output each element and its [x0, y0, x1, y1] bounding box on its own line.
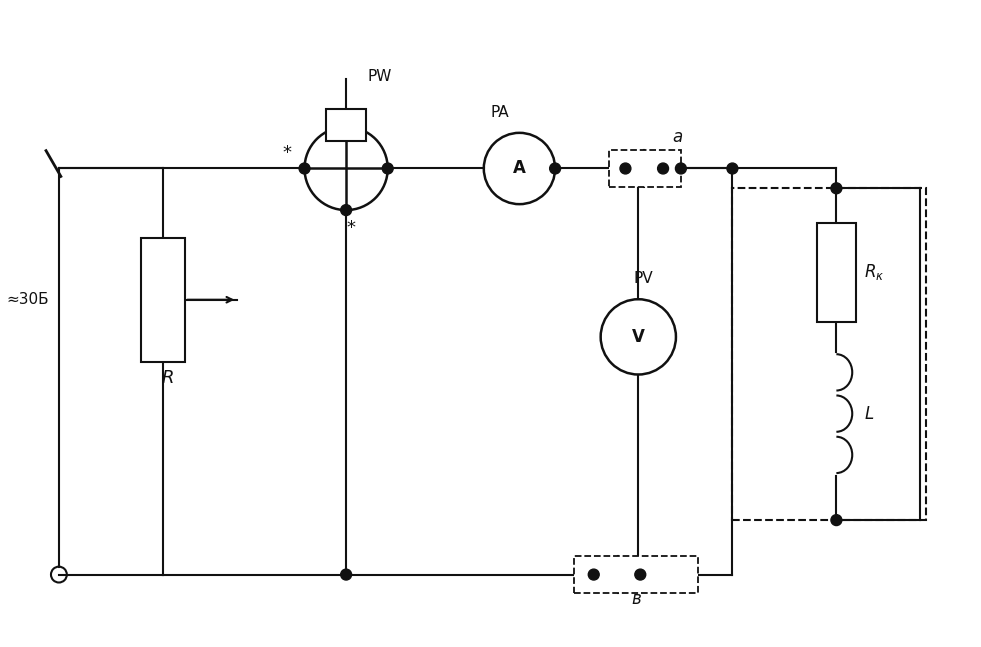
Circle shape — [635, 569, 645, 580]
Text: V: V — [632, 328, 645, 346]
Text: R: R — [162, 369, 174, 388]
Text: PW: PW — [368, 69, 392, 84]
Circle shape — [589, 569, 599, 580]
Text: ≈30Б: ≈30Б — [6, 292, 49, 307]
Circle shape — [727, 163, 738, 174]
Text: *: * — [346, 219, 355, 237]
Circle shape — [299, 163, 310, 174]
Text: *: * — [283, 144, 291, 162]
Text: PV: PV — [634, 271, 653, 287]
Text: A: A — [513, 160, 526, 177]
Bar — [733, 188, 925, 520]
Circle shape — [340, 204, 351, 215]
Circle shape — [831, 183, 842, 193]
Bar — [574, 556, 697, 593]
Circle shape — [620, 163, 631, 174]
Circle shape — [831, 514, 842, 525]
Circle shape — [383, 163, 393, 174]
Circle shape — [676, 163, 687, 174]
Text: $R_{\kappa}$: $R_{\kappa}$ — [864, 263, 885, 283]
Bar — [816, 223, 856, 322]
Circle shape — [549, 163, 560, 174]
Circle shape — [657, 163, 668, 174]
Circle shape — [340, 569, 351, 580]
Text: L: L — [864, 404, 873, 422]
Bar — [327, 109, 366, 141]
Text: PA: PA — [490, 105, 509, 120]
Text: a: a — [673, 127, 683, 146]
Bar — [608, 149, 681, 188]
Text: в: в — [631, 590, 641, 608]
Bar — [141, 238, 184, 362]
